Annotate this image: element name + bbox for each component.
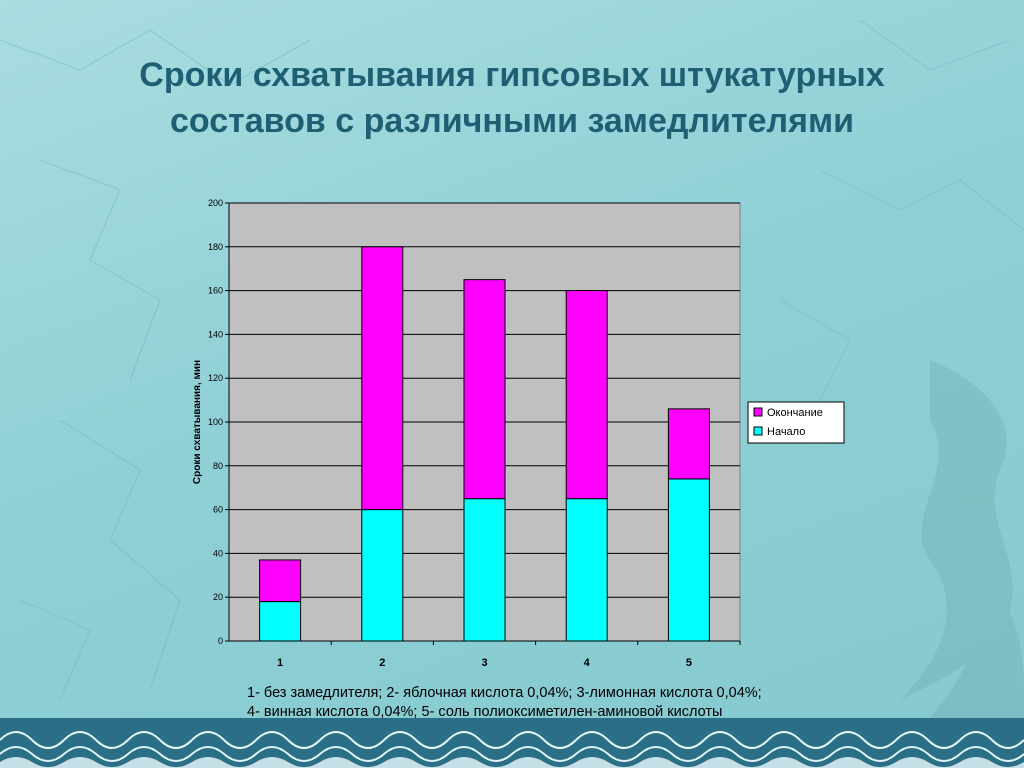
y-tick-label: 140: [208, 329, 223, 339]
y-tick-label: 160: [208, 286, 223, 296]
bar-start-4: [565, 498, 608, 642]
y-tick-label: 40: [213, 548, 223, 558]
bar-end-4: [565, 290, 608, 500]
bar-end-2: [361, 246, 404, 511]
legend-label: Начало: [767, 426, 805, 438]
x-tick-label: 2: [379, 657, 385, 669]
y-tick-label: 200: [208, 198, 223, 208]
slide-title-line-2: составов с различными замедлителями: [169, 102, 855, 140]
y-tick-label: 100: [208, 417, 223, 427]
x-tick-label: 1: [277, 657, 283, 669]
x-tick-label: 3: [481, 657, 487, 669]
bar-end-3: [463, 279, 506, 500]
note-line-2: 4- винная кислота 0,04%; 5- соль полиокс…: [247, 704, 723, 720]
bar-start-3: [463, 498, 506, 642]
bar-start-2: [361, 509, 404, 642]
y-tick-label: 20: [213, 592, 223, 602]
y-tick-label: 180: [208, 242, 223, 252]
y-tick-label: 120: [208, 373, 223, 383]
legend-box: [747, 401, 845, 444]
legend-swatch: [753, 426, 763, 436]
bar-start-5: [667, 478, 710, 642]
legend: Окончание Начало: [747, 401, 845, 444]
category-legend-note: 1- без замедлителя; 2- яблочная кислота …: [247, 684, 927, 722]
x-tick-label: 4: [584, 657, 591, 669]
legend-swatch: [753, 407, 763, 417]
note-line-1: 1- без замедлителя; 2- яблочная кислота …: [247, 685, 762, 701]
legend-label: Окончание: [767, 407, 823, 419]
bar-end-5: [667, 408, 710, 480]
x-tick-label: 5: [686, 657, 692, 669]
wave-border: [0, 718, 1024, 768]
slide-title: Сроки схватывания гипсовых штукатурных с…: [40, 52, 984, 144]
y-axis-label: Сроки схватывания, мин: [192, 360, 203, 484]
y-tick-label: 0: [218, 636, 223, 646]
bar-end-1: [259, 559, 302, 603]
slide-title-line-1: Сроки схватывания гипсовых штукатурных: [139, 56, 885, 94]
bar-start-1: [259, 601, 302, 642]
y-tick-label: 60: [213, 505, 223, 515]
y-tick-label: 80: [213, 461, 223, 471]
